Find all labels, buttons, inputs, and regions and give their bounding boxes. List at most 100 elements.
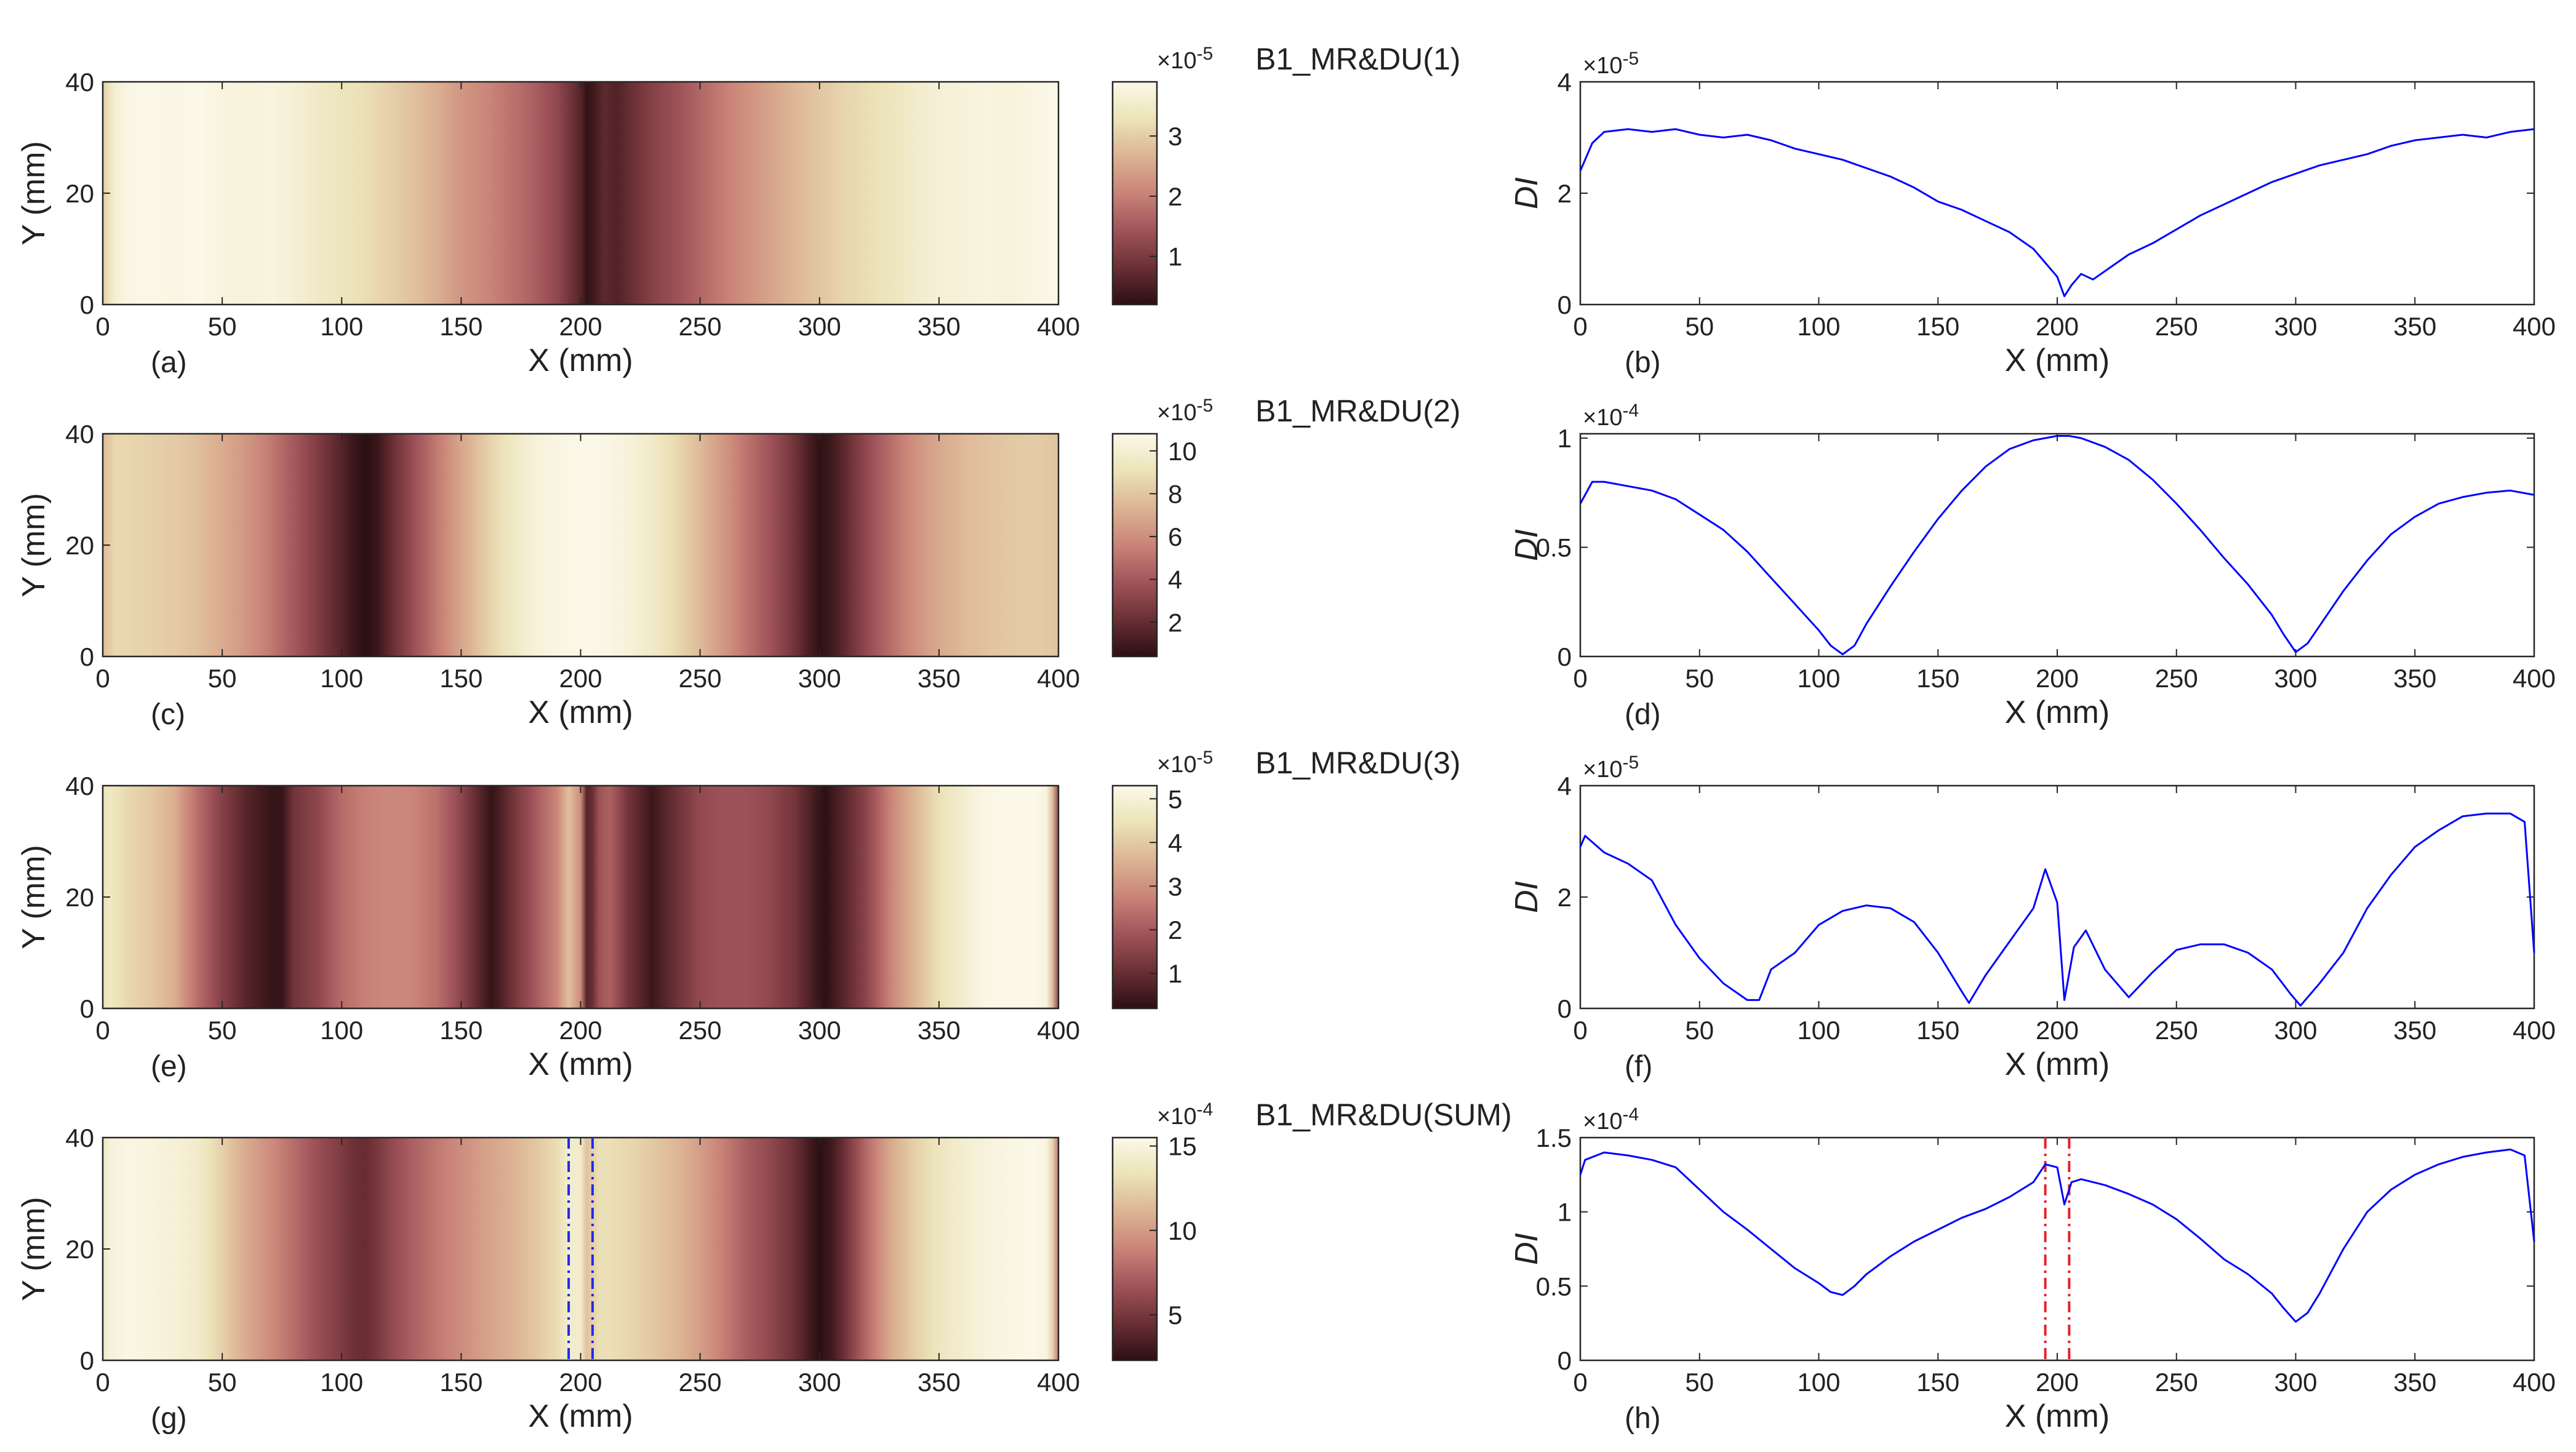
line-xtick-label: 100	[1797, 1016, 1840, 1045]
line-xtick-label: 0	[1573, 1368, 1587, 1397]
colorbar: 1 2 3 4 5 ×10-5 B1_MR&DU(3)	[1111, 746, 1460, 1010]
heatmap-xtick-label: 0	[95, 1368, 110, 1397]
heatmap-field	[103, 82, 1058, 305]
line-xtick-label: 200	[2036, 312, 2079, 341]
colorbar-exponent-base: ×10	[1157, 400, 1196, 426]
line-xtick-label: 350	[2393, 312, 2436, 341]
colorbar-tick-label: 4	[1168, 828, 1182, 857]
colorbar-tick-label: 15	[1168, 1132, 1197, 1161]
heatmap-ylabel: Y (mm)	[16, 1197, 52, 1301]
heatmap-xtick-label: 400	[1037, 1368, 1080, 1397]
line-xtick-label: 250	[2155, 1016, 2198, 1045]
heatmap-xtick-label: 350	[918, 312, 961, 341]
line-xtick-label: 350	[2393, 1368, 2436, 1397]
heatmap-ylabel: Y (mm)	[16, 845, 52, 949]
heatmap-ytick-label: 20	[65, 883, 94, 912]
heatmap-xtick-label: 150	[439, 664, 482, 693]
heatmap-xtick-label: 250	[679, 664, 722, 693]
panel-label: (a)	[151, 346, 187, 379]
colorbar: 1 2 3 ×10-5 B1_MR&DU(1)	[1111, 42, 1460, 306]
heatmap-xtick-label: 0	[95, 312, 110, 341]
line-xlabel: X (mm)	[2005, 1398, 2110, 1434]
line-ytick-label: 0	[1558, 290, 1572, 319]
heatmap-xtick-label: 400	[1037, 312, 1080, 341]
line-xtick-label: 350	[2393, 664, 2436, 693]
line-panel-d: 0 50 100 150 200 250 300 350 400 0 0.5 1 ×10-4 DI X (m…	[1509, 401, 2556, 731]
heatmap-xlabel: X (mm)	[528, 1047, 633, 1082]
heatmap-xtick-label: 400	[1037, 1016, 1080, 1045]
line-exponent-base: ×10	[1583, 405, 1622, 431]
line-ytick-label: 1	[1558, 1198, 1572, 1227]
line-xtick-label: 200	[2036, 1016, 2079, 1045]
heatmap-ytick-label: 40	[65, 68, 94, 97]
heatmap-xtick-label: 200	[559, 312, 602, 341]
panel-title: B1_MR&DU(2)	[1255, 394, 1460, 428]
heatmap-xtick-label: 250	[679, 1368, 722, 1397]
line-xtick-label: 0	[1573, 1016, 1587, 1045]
line-xtick-label: 400	[2513, 1368, 2556, 1397]
heatmap-xtick-label: 100	[320, 1368, 363, 1397]
heatmap-ytick-label: 0	[80, 994, 94, 1023]
heatmap-xtick-label: 50	[208, 664, 237, 693]
colorbar-exponent-exponent: -5	[1196, 396, 1213, 416]
heatmap-xlabel: X (mm)	[528, 1398, 633, 1434]
colorbar-exponent-exponent: -4	[1196, 1099, 1213, 1120]
heatmap-xtick-label: 150	[439, 312, 482, 341]
colorbar-tick-label: 5	[1168, 1301, 1182, 1330]
heatmap-xtick-label: 350	[918, 1368, 961, 1397]
colorbar-exponent: ×10-4	[1157, 1099, 1213, 1130]
heatmap-xtick-label: 300	[798, 312, 841, 341]
line-xlabel: X (mm)	[2005, 1047, 2110, 1082]
colorbar-scale	[1111, 784, 1158, 1010]
colorbar-scale	[1111, 433, 1158, 658]
line-axes-box	[1579, 81, 2535, 306]
heatmap-xtick-label: 300	[798, 1016, 841, 1045]
colorbar-tick-label: 2	[1168, 915, 1182, 944]
line-panel-h: 0 50 100 150 200 250 300 350 400 0 0.5 1 1.5 ×10-4 DI X…	[1509, 1104, 2556, 1435]
line-xtick-label: 300	[2274, 1016, 2317, 1045]
line-xtick-label: 400	[2513, 664, 2556, 693]
colorbar-tick-label: 3	[1168, 122, 1182, 151]
line-exponent-exponent: -4	[1622, 401, 1639, 421]
line-xtick-label: 300	[2274, 664, 2317, 693]
colorbar-tick-label: 6	[1168, 522, 1182, 551]
line-xtick-label: 250	[2155, 1368, 2198, 1397]
line-axes-box	[1579, 433, 2535, 658]
colorbar-exponent: ×10-5	[1157, 44, 1213, 74]
colorbar-tick-label: 1	[1168, 242, 1182, 271]
line-exponent: ×10-4	[1583, 1104, 1639, 1135]
heatmap-panel-c: 0 50 100 150 200 250 300 350 400 0 20 40 Y (mm) X (mm…	[16, 420, 1080, 731]
line-xtick-label: 200	[2036, 1368, 2079, 1397]
heatmap-xtick-label: 100	[320, 312, 363, 341]
heatmap-panel-e: 0 50 100 150 200 250 300 350 400 0 20 40 Y (mm) X (mm…	[16, 772, 1080, 1083]
heatmap-xtick-label: 350	[918, 1016, 961, 1045]
heatmap-xtick-label: 50	[208, 1368, 237, 1397]
heatmap-xtick-label: 100	[320, 1016, 363, 1045]
line-xlabel: X (mm)	[2005, 343, 2110, 378]
heatmap-xtick-label: 250	[679, 312, 722, 341]
panel-label: (g)	[151, 1402, 187, 1435]
line-ytick-label: 1.5	[1536, 1123, 1572, 1152]
line-xtick-label: 250	[2155, 312, 2198, 341]
line-ylabel: DI	[1509, 881, 1545, 913]
panel-label: (b)	[1625, 346, 1661, 379]
line-exponent-exponent: -5	[1622, 49, 1639, 69]
line-axes-box	[1579, 784, 2535, 1010]
heatmap-xtick-label: 300	[798, 1368, 841, 1397]
heatmap-ytick-label: 0	[80, 290, 94, 319]
heatmap-ytick-label: 0	[80, 1346, 94, 1375]
colorbar-exponent: ×10-5	[1157, 396, 1213, 426]
line-xtick-label: 0	[1573, 312, 1587, 341]
line-exponent-base: ×10	[1583, 757, 1622, 783]
line-ytick-label: 0	[1558, 1346, 1572, 1375]
colorbar-scale	[1111, 81, 1158, 306]
panel-label: (h)	[1625, 1402, 1661, 1435]
line-ytick-label: 2	[1558, 179, 1572, 208]
heatmap-ytick-label: 20	[65, 531, 94, 560]
line-xtick-label: 400	[2513, 1016, 2556, 1045]
colorbar-exponent: ×10-5	[1157, 748, 1213, 778]
line-exponent-exponent: -5	[1622, 752, 1639, 773]
line-exponent: ×10-5	[1583, 49, 1639, 79]
heatmap-xtick-label: 150	[439, 1016, 482, 1045]
colorbar-exponent-exponent: -5	[1196, 748, 1213, 768]
